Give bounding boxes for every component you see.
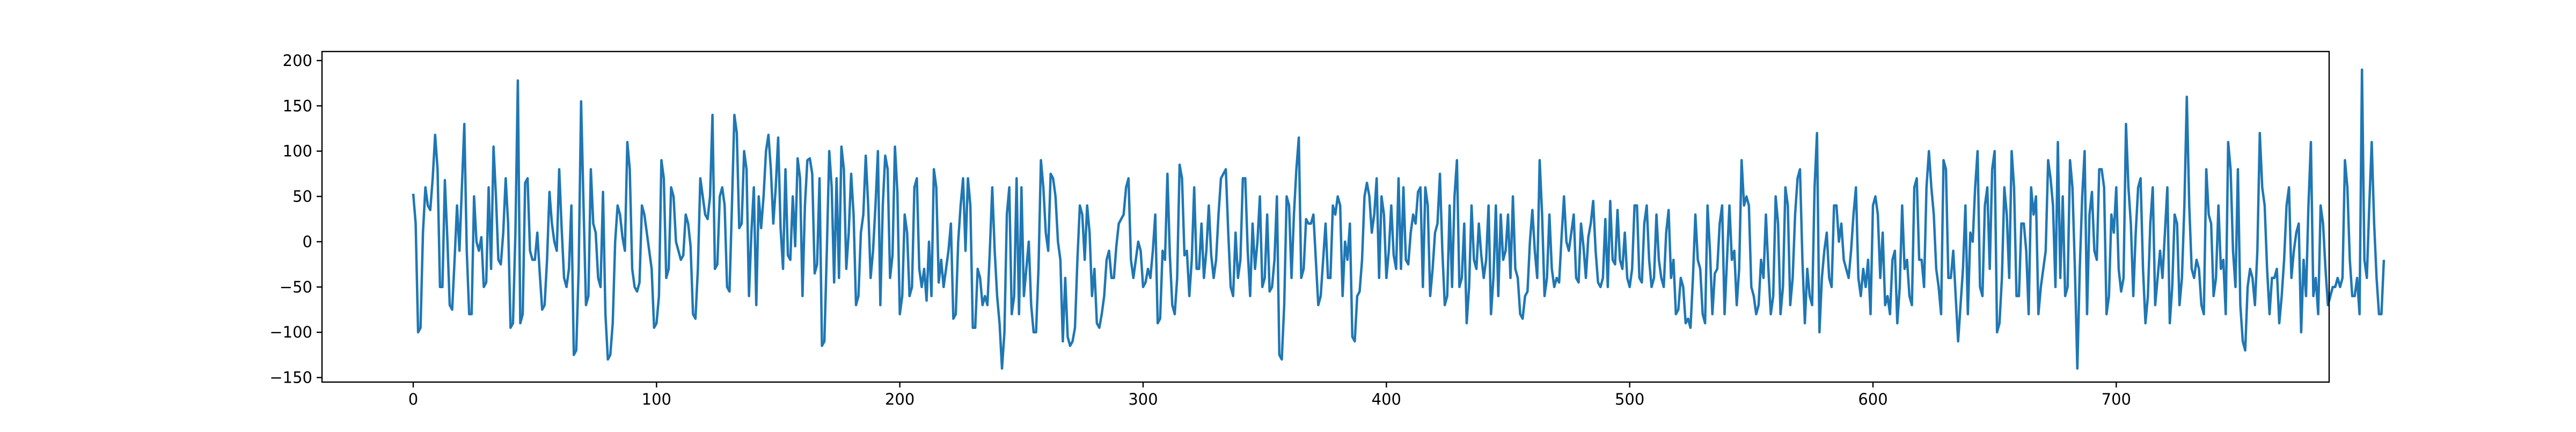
plot-area: 0 100 200 300 400 500 600 700 −150 −100 −50 0 50 100 1… (269, 50, 2385, 408)
y-tick-label: 200 (283, 52, 312, 70)
y-tick-label: −150 (269, 369, 312, 387)
x-tick-label: 500 (1615, 390, 1644, 408)
x-tick-label: 0 (408, 390, 418, 408)
x-tick-label: 700 (2102, 390, 2131, 408)
x-tick-label: 300 (1128, 390, 1158, 408)
y-tick-label: −50 (280, 278, 312, 296)
x-tick-label: 200 (885, 390, 914, 408)
x-tick-label: 100 (642, 390, 671, 408)
y-tick-label: −100 (269, 323, 312, 341)
y-tick-label: 150 (283, 97, 312, 115)
y-tick-label: 0 (303, 232, 312, 251)
y-tick-label: 50 (292, 187, 312, 206)
axes-frame (321, 50, 2330, 383)
x-tick-label: 600 (1858, 390, 1887, 408)
series-line-1 (412, 68, 2385, 370)
x-tick-label: 400 (1372, 390, 1401, 408)
y-tick-label: 100 (283, 142, 312, 160)
